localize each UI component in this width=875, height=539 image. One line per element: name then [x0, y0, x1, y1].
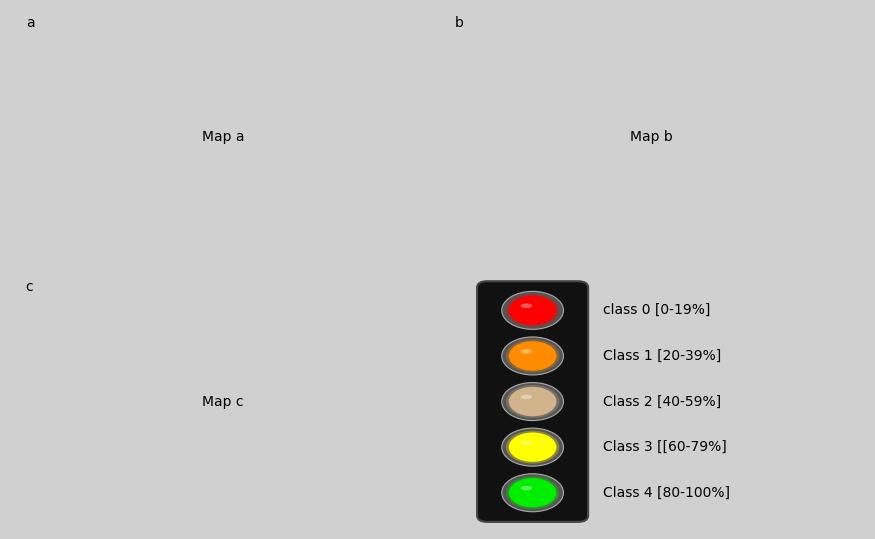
Circle shape — [508, 296, 556, 325]
Circle shape — [506, 385, 559, 418]
Ellipse shape — [521, 486, 532, 490]
Text: Map c: Map c — [202, 395, 244, 409]
Circle shape — [501, 428, 564, 466]
Ellipse shape — [521, 303, 532, 308]
Circle shape — [506, 294, 559, 327]
Text: Class 1 [20-39%]: Class 1 [20-39%] — [603, 349, 721, 363]
Circle shape — [508, 387, 556, 416]
Text: Map b: Map b — [631, 130, 673, 144]
Circle shape — [508, 478, 556, 507]
Circle shape — [506, 476, 559, 509]
Text: Class 2 [40-59%]: Class 2 [40-59%] — [603, 395, 721, 409]
FancyBboxPatch shape — [477, 281, 588, 522]
Circle shape — [501, 337, 564, 375]
Circle shape — [508, 432, 556, 462]
Circle shape — [508, 341, 556, 371]
Text: Map a: Map a — [202, 130, 244, 144]
Text: Class 3 [[60-79%]: Class 3 [[60-79%] — [603, 440, 726, 454]
Circle shape — [501, 474, 564, 512]
Text: c: c — [25, 280, 33, 294]
Circle shape — [501, 383, 564, 420]
Circle shape — [506, 431, 559, 464]
Ellipse shape — [521, 440, 532, 445]
Text: Class 4 [80-100%]: Class 4 [80-100%] — [603, 486, 730, 500]
Circle shape — [501, 292, 564, 329]
Circle shape — [506, 340, 559, 372]
Text: a: a — [25, 16, 34, 30]
Ellipse shape — [521, 395, 532, 399]
Text: class 0 [0-19%]: class 0 [0-19%] — [603, 303, 710, 317]
Text: b: b — [454, 16, 464, 30]
Ellipse shape — [521, 349, 532, 354]
